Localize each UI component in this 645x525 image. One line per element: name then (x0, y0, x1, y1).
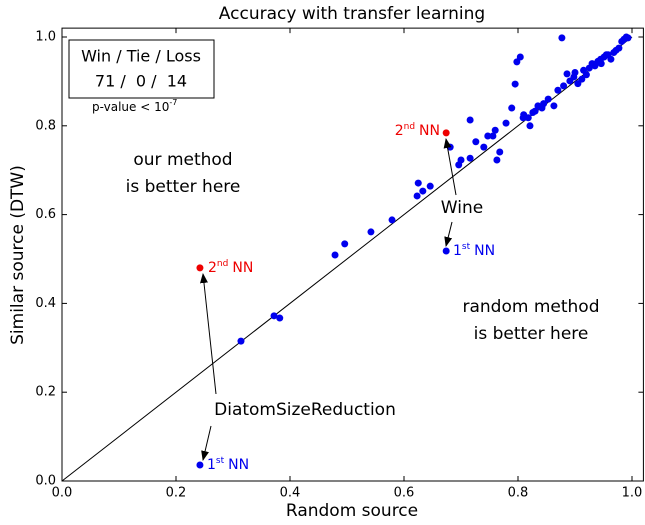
nn-label-base: 1 (453, 243, 462, 259)
annotation: is better here (126, 177, 241, 197)
stats-values: 71 / 0 / 14 (95, 72, 187, 91)
plot-area: 0.0 0.2 0.4 0.6 0.8 1.0 0.0 0.2 0.4 0.6 0.8 1.0 (35, 27, 644, 501)
point (367, 228, 375, 236)
point (607, 55, 615, 63)
nn-label: 2nd NN (208, 259, 253, 277)
point (529, 108, 537, 116)
y-axis-label: Similar source (DTW) (8, 165, 28, 345)
stats-header: Win / Tie / Loss (81, 47, 201, 66)
point (480, 143, 488, 151)
point (615, 44, 623, 52)
point (237, 337, 245, 345)
point (414, 179, 422, 187)
point (419, 187, 427, 195)
nn-label-base: 2 (208, 260, 217, 276)
p-value: p-value < 10-7 (92, 98, 177, 114)
point (466, 154, 474, 162)
x-tick-label: 0.4 (280, 486, 301, 501)
point (516, 53, 524, 61)
nn-label: 2nd NN (395, 122, 440, 140)
point (331, 251, 339, 259)
point (502, 119, 510, 127)
nn-label-rest: NN (474, 243, 495, 259)
point (574, 80, 582, 88)
point (426, 182, 434, 190)
nn-label-rest: NN (228, 457, 249, 473)
nn-label-sup: st (462, 242, 471, 252)
annotation: random method (463, 297, 600, 317)
x-tick-label: 0.0 (52, 486, 73, 501)
y-tick-label: 0.0 (35, 474, 56, 489)
annotation: our method (133, 150, 232, 170)
point (493, 156, 501, 164)
point (560, 82, 568, 90)
plot-frame (61, 27, 644, 482)
x-tick-label: 0.6 (394, 486, 415, 501)
chart-title: Accuracy with transfer learning (219, 4, 485, 24)
x-axis-label: Random source (286, 501, 418, 521)
arrow (201, 425, 212, 461)
point (413, 192, 421, 200)
point (508, 104, 516, 112)
point (196, 264, 204, 272)
point (544, 95, 552, 103)
stats-box (68, 39, 215, 99)
annotation: Wine (441, 198, 483, 218)
nn-label: 1st NN (453, 242, 495, 260)
point (582, 71, 590, 79)
point (276, 314, 284, 322)
point (489, 132, 497, 140)
point (511, 80, 519, 88)
y-tick-label: 0.8 (35, 118, 56, 133)
point (472, 138, 480, 146)
point (554, 86, 562, 94)
point (520, 111, 528, 119)
point (563, 70, 571, 78)
y-tick-label: 0.4 (35, 296, 56, 311)
point (457, 156, 465, 164)
nn-label: 1st NN (207, 456, 249, 474)
point (496, 148, 504, 156)
point (388, 216, 396, 224)
arrow (444, 221, 453, 247)
point (526, 122, 534, 130)
point (597, 55, 605, 63)
point (578, 75, 586, 83)
y-tick-label: 1.0 (35, 30, 56, 45)
point (341, 240, 349, 248)
point (538, 104, 546, 112)
point (442, 129, 450, 137)
p-value-text: p-value < 10 (92, 100, 169, 114)
x-tick-label: 0.8 (508, 486, 529, 501)
nn-label-rest: NN (419, 123, 440, 139)
point (571, 69, 579, 77)
point (558, 34, 566, 42)
annotation: is better here (474, 324, 589, 344)
nn-label-sup: st (216, 456, 225, 466)
x-tick-label: 1.0 (622, 486, 643, 501)
y-tick-label: 0.6 (35, 207, 56, 222)
point (196, 461, 204, 469)
point (466, 116, 474, 124)
nn-label-base: 2 (395, 123, 404, 139)
point (513, 58, 521, 66)
point (484, 132, 492, 140)
point (602, 51, 610, 59)
x-tick-label: 0.2 (166, 486, 187, 501)
annotation: DiatomSizeReduction (214, 400, 396, 420)
point (550, 102, 558, 110)
point (442, 247, 450, 255)
nn-label-sup: nd (404, 122, 415, 132)
nn-label-base: 1 (207, 457, 216, 473)
point (270, 312, 278, 320)
p-value-exp: -7 (169, 98, 177, 107)
nn-label-sup: nd (217, 259, 228, 269)
arrow (443, 138, 457, 196)
point (491, 126, 499, 134)
point (624, 34, 632, 42)
nn-label-rest: NN (232, 260, 253, 276)
y-tick-label: 0.2 (35, 385, 56, 400)
arrow (199, 273, 217, 395)
